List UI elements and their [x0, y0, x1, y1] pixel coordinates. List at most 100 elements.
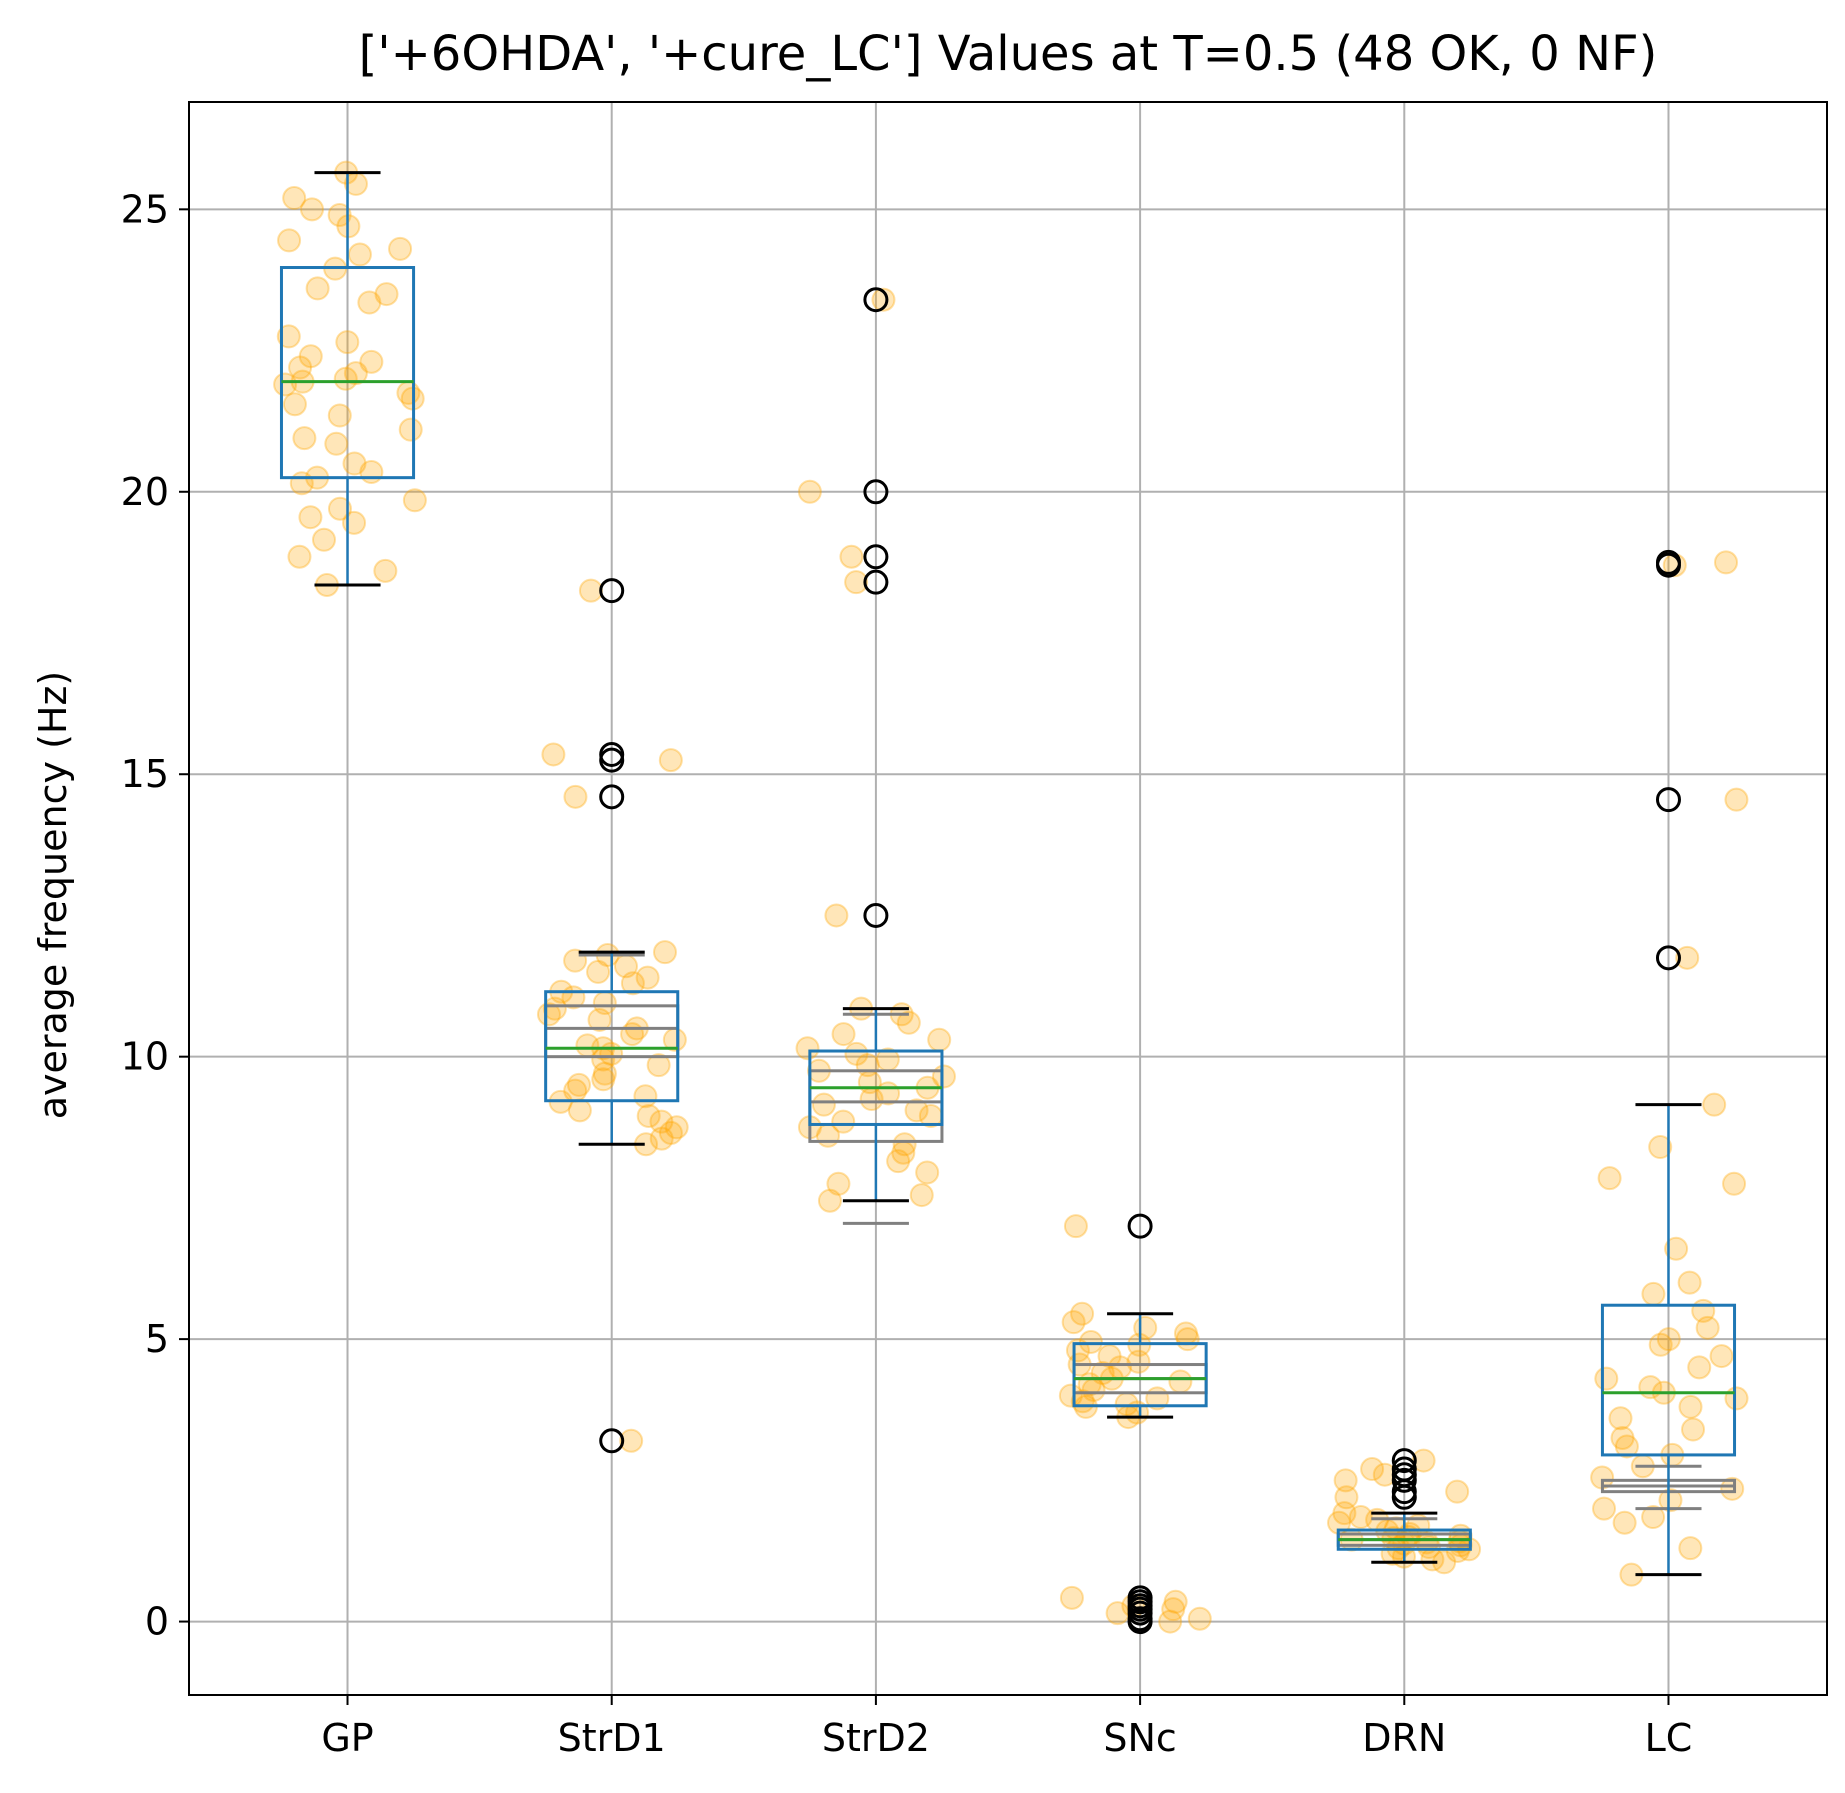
data-point [886, 1149, 911, 1174]
data-point [1687, 1355, 1712, 1380]
y-axis-label: average frequency (Hz) [31, 671, 75, 1120]
data-point [619, 1428, 644, 1453]
outlier-marker [1391, 1448, 1417, 1474]
data-point [1709, 1344, 1734, 1369]
y-tick-label: 10 [121, 1035, 169, 1079]
data-point [1714, 550, 1739, 575]
data-point [591, 1067, 616, 1092]
data-point [333, 366, 358, 391]
data-point [277, 228, 302, 253]
axis-ticks: 0 5 10 15 20 25 GP StrD1 StrD2 SNc DRN LC [121, 187, 1693, 1760]
x-tick-label: SNc [1103, 1716, 1176, 1760]
box-iqr [279, 266, 416, 480]
data-point [1678, 1536, 1703, 1561]
data-point [871, 287, 896, 312]
data-point [646, 1053, 671, 1078]
data-point [567, 1098, 592, 1123]
data-point [541, 742, 566, 767]
data-point [817, 1188, 842, 1213]
y-tick-label: 0 [145, 1600, 169, 1644]
data-point [586, 959, 611, 984]
data-point [359, 460, 384, 485]
outlier-marker [1127, 1609, 1153, 1635]
data-point [373, 558, 398, 583]
data-point [1658, 1488, 1683, 1513]
y-tick-label: 5 [145, 1317, 169, 1361]
data-point [1416, 1534, 1441, 1559]
data-point [636, 1103, 661, 1128]
data-point [1592, 1496, 1617, 1521]
data-point [839, 544, 864, 569]
outlier-marker [1391, 1467, 1417, 1493]
data-point [1612, 1510, 1637, 1535]
data-point [388, 236, 413, 261]
data-point [563, 784, 588, 809]
y-tick-label: 25 [121, 187, 169, 231]
data-point [1105, 1601, 1130, 1626]
data-point [542, 996, 567, 1021]
data-point [1061, 1310, 1086, 1335]
data-point [292, 426, 317, 451]
box-iqr [1072, 1342, 1208, 1408]
data-point [1163, 1589, 1188, 1614]
data-point [859, 1087, 884, 1112]
chart-title: ['+6OHDA', '+cure_LC'] Values at T=0.5 (… [359, 26, 1658, 82]
y-tick-label: 20 [121, 470, 169, 514]
data-point [1348, 1505, 1373, 1530]
outlier-markers [599, 287, 1681, 1635]
outlier-marker [1655, 787, 1681, 813]
data-point [649, 1109, 674, 1134]
outlier-marker [863, 287, 889, 313]
data-point [1334, 1485, 1359, 1510]
data-point [1360, 1457, 1385, 1482]
data-point [1332, 1501, 1357, 1526]
plot-frame [188, 101, 1828, 1696]
x-tick-label: StrD1 [558, 1716, 666, 1760]
data-point [1063, 1214, 1088, 1239]
data-point [327, 403, 352, 428]
data-point [566, 1072, 591, 1097]
data-point [1158, 1609, 1183, 1634]
data-point [824, 903, 849, 928]
x-tick-label: DRN [1362, 1716, 1446, 1760]
data-point [1610, 1425, 1635, 1450]
data-point [1724, 1386, 1749, 1411]
data-point [1187, 1606, 1212, 1631]
data-point [892, 1132, 917, 1157]
outlier-marker [863, 569, 889, 595]
data-point [815, 1123, 840, 1148]
data-point [1445, 1479, 1470, 1504]
x-tick-label: LC [1645, 1716, 1693, 1760]
data-point [797, 479, 822, 504]
data-point [904, 1098, 929, 1123]
data-point [896, 1010, 921, 1035]
data-point [1695, 1315, 1720, 1340]
outlier-marker [1655, 552, 1681, 578]
data-point [1648, 1332, 1673, 1357]
data-point [287, 544, 312, 569]
outlier-marker [1655, 945, 1681, 971]
data-point [335, 330, 360, 355]
data-point [1608, 1406, 1633, 1431]
data-point [300, 197, 325, 222]
box-iqr [1600, 1303, 1737, 1457]
data-point [298, 505, 323, 530]
data-point [795, 1036, 820, 1061]
data-point [1168, 1369, 1193, 1394]
data-point [1641, 1505, 1666, 1530]
data-point [1720, 1476, 1745, 1501]
data-point [305, 276, 330, 301]
outlier-marker [1391, 1484, 1417, 1510]
data-point [1594, 1366, 1619, 1391]
outlier-marker [863, 544, 889, 570]
data-point [1333, 1468, 1358, 1493]
data-point [311, 527, 336, 552]
data-point [844, 1041, 869, 1066]
data-point [1675, 945, 1700, 970]
data-point [1722, 1171, 1747, 1196]
data-point [578, 578, 603, 603]
data-point [359, 349, 384, 374]
data-point [327, 496, 352, 521]
data-point [1678, 1394, 1703, 1419]
